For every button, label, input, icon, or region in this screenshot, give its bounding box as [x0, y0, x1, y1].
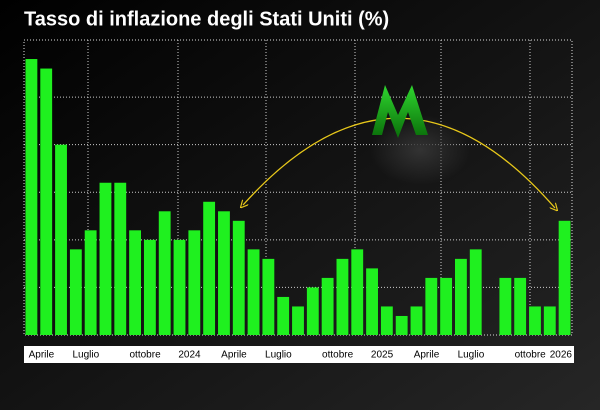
- x-tick-label: 2024: [178, 350, 201, 361]
- bar: [380, 306, 393, 335]
- bar: [558, 220, 571, 335]
- logo-glow: [370, 115, 470, 185]
- bar: [247, 249, 260, 335]
- x-tick-label: 2026: [550, 350, 573, 361]
- bar: [232, 220, 245, 335]
- bar: [40, 68, 53, 335]
- bar: [25, 59, 38, 335]
- logo: [243, 85, 555, 208]
- x-tick-label: ottobre: [130, 350, 162, 361]
- bar: [469, 249, 482, 335]
- bar: [410, 306, 423, 335]
- x-tick-label: Luglio: [458, 350, 485, 361]
- x-tick-label: Luglio: [72, 350, 99, 361]
- chart-title: Tasso di inflazione degli Stati Uniti (%…: [24, 8, 389, 30]
- bar: [129, 230, 142, 335]
- bar: [188, 230, 201, 335]
- bar: [454, 258, 467, 335]
- bar: [262, 258, 275, 335]
- bar: [99, 182, 112, 335]
- x-tick-label: Aprile: [221, 350, 247, 361]
- bar: [292, 306, 304, 335]
- bar: [114, 182, 127, 335]
- bar: [173, 239, 186, 335]
- bar: [158, 211, 171, 335]
- bar: [351, 249, 364, 335]
- vertical-grid: [87, 40, 531, 335]
- bar: [529, 306, 541, 335]
- x-tick-label: ottobre: [322, 350, 354, 361]
- x-tick-label: ottobre: [515, 350, 547, 361]
- bar: [321, 277, 334, 335]
- x-tick-label: Luglio: [265, 350, 292, 361]
- x-tick-label: Aprile: [29, 350, 55, 361]
- bar: [336, 258, 349, 335]
- bar: [218, 211, 230, 335]
- logo-mark: [372, 85, 428, 138]
- x-label-strip: [24, 346, 574, 363]
- bar: [306, 287, 319, 335]
- x-tick-label: Aprile: [414, 350, 440, 361]
- bar: [395, 315, 408, 335]
- bar: [84, 230, 97, 335]
- bar: [277, 296, 290, 335]
- bar: [514, 277, 527, 335]
- bar: [143, 239, 156, 335]
- bar: [203, 201, 216, 335]
- bar: [543, 306, 556, 335]
- x-tick-label: 2025: [371, 350, 394, 361]
- plot-area: [23, 39, 573, 336]
- bar: [366, 268, 378, 335]
- bar: [425, 277, 438, 335]
- bar: [55, 144, 67, 335]
- bar: [440, 277, 453, 335]
- bar: [69, 249, 82, 335]
- bar: [499, 277, 512, 335]
